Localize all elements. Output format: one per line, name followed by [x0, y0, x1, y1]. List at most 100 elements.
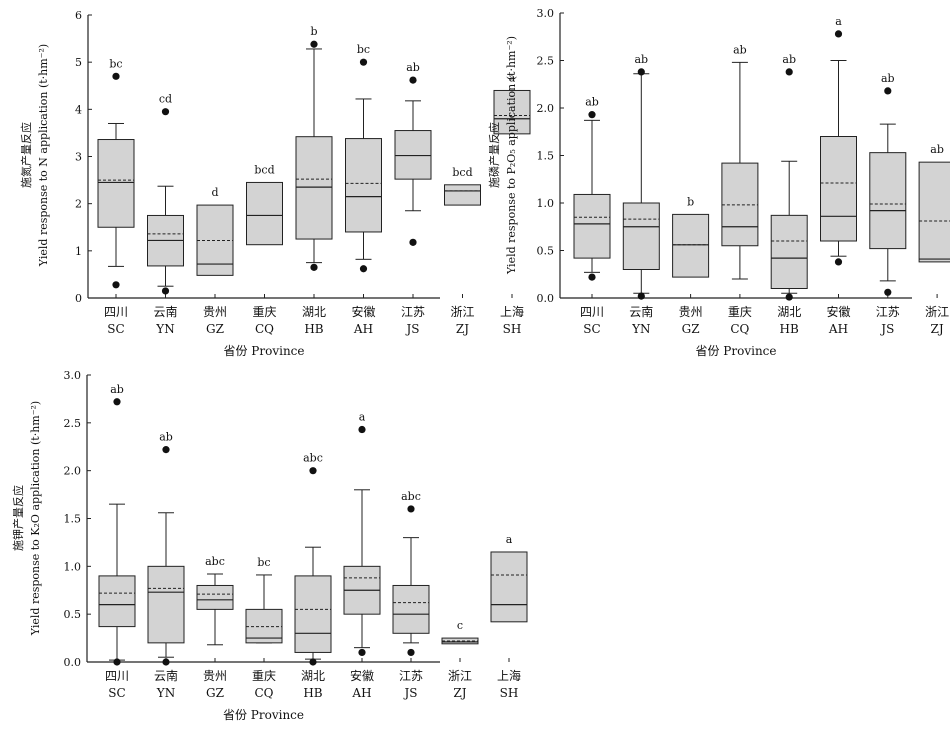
box [770, 214, 808, 290]
x-tick-label-zh: 重庆 [252, 305, 276, 319]
chart-panel: 0.0 0.5 1.0 1.5 2.0 2.5 3.0 施磷产量反应 Yield respons… [487, 7, 950, 358]
outlier-point [358, 648, 366, 657]
box [294, 575, 332, 653]
x-tick-label-en: YN [155, 322, 174, 336]
x-tick-label-en: ZJ [456, 322, 469, 336]
y-axis-label-en: Yield response to N application (t·hm⁻²) [37, 44, 50, 267]
x-tick-label-zh: 重庆 [728, 305, 752, 319]
x-tick-label-en: AH [351, 686, 371, 700]
x-tick-label-zh: 云南 [154, 668, 178, 683]
significance-letter: d [211, 186, 218, 199]
outlier-point [785, 68, 793, 76]
x-tick-label-en: CQ [730, 322, 749, 336]
outlier-point [409, 238, 417, 246]
y-axis-label-zh: 施磷产量反应 [487, 122, 501, 188]
x-tick-label-en: SC [108, 686, 125, 700]
y-axis-label-zh: 施钾产量反应 [11, 485, 25, 551]
box [98, 575, 136, 628]
x-tick-label-en: SC [107, 322, 124, 336]
significance-letter: ab [159, 431, 173, 444]
y-tick-label: 1.0 [64, 560, 82, 573]
y-tick-label: 2.0 [64, 465, 82, 478]
significance-letter: ab [782, 53, 796, 66]
outlier-point [834, 258, 843, 266]
significance-letter: cd [159, 93, 172, 106]
box [394, 130, 432, 180]
x-tick-label-en: CQ [255, 322, 274, 336]
outlier-point [112, 72, 120, 80]
x-tick-label-en: GZ [206, 322, 224, 336]
box [345, 138, 382, 233]
x-tick-label-zh: 上海 [500, 304, 524, 319]
y-tick-label: 1 [75, 245, 82, 258]
y-tick-label: 1.5 [64, 513, 82, 526]
x-axis-label: 省份 Province [695, 344, 776, 358]
y-tick-label: 4 [75, 103, 82, 116]
x-tick-label-en: JS [404, 322, 419, 336]
outlier-point [637, 68, 645, 76]
x-tick-label-zh: 四川 [104, 305, 128, 319]
box [444, 184, 481, 206]
y-axis-label-zh: 施氮产量反应 [19, 122, 33, 188]
significance-letter: bcd [452, 166, 472, 179]
significance-letter: abc [303, 452, 323, 465]
significance-letter: ab [406, 61, 420, 74]
outlier-point [162, 446, 170, 454]
x-tick-label-en: HB [303, 686, 322, 700]
x-tick-label-en: SH [503, 322, 522, 336]
y-tick-label: 0.0 [64, 656, 82, 669]
x-tick-label-zh: 江苏 [401, 305, 425, 319]
x-tick-label-en: GZ [682, 322, 700, 336]
box [869, 152, 907, 250]
outlier-point [884, 87, 892, 95]
x-tick-label-zh: 四川 [580, 305, 604, 319]
x-tick-label-en: ZJ [931, 322, 944, 336]
outlier-point [407, 505, 415, 513]
x-tick-label-en: HB [780, 322, 799, 336]
significance-letter: a [359, 411, 366, 424]
y-tick-label: 3 [75, 151, 82, 164]
y-tick-label: 1.0 [537, 197, 555, 210]
y-tick-label: 5 [75, 56, 82, 69]
x-tick-label-zh: 浙江 [448, 669, 472, 683]
x-axis-label: 省份 Province [223, 344, 304, 358]
y-tick-label: 2.5 [64, 417, 82, 430]
outlier-point [310, 263, 318, 271]
x-tick-label-en: CQ [254, 686, 273, 700]
outlier-point [637, 292, 645, 300]
outlier-point [834, 30, 843, 38]
x-tick-label-en: SC [583, 322, 600, 336]
outlier-point [588, 111, 596, 119]
y-tick-label: 2 [75, 198, 82, 211]
box [622, 202, 660, 270]
box [490, 551, 528, 623]
x-tick-label-zh: 四川 [105, 669, 129, 683]
significance-letter: a [506, 533, 513, 546]
x-tick-label-zh: 云南 [153, 304, 177, 319]
x-tick-label-en: HB [304, 322, 323, 336]
outlier-point [359, 265, 368, 273]
x-tick-label-en: GZ [206, 686, 224, 700]
x-axis-label: 省份 Province [223, 708, 304, 722]
significance-letter: ab [733, 43, 747, 56]
significance-letter: bc [257, 556, 270, 569]
x-tick-label-zh: 江苏 [876, 305, 900, 319]
significance-letter: abc [205, 555, 225, 568]
box [147, 565, 185, 644]
outlier-point [310, 40, 318, 48]
chart-panel: 0 1 2 3 4 5 6 施氮产量反应 Yield response to N applica… [19, 9, 531, 358]
y-tick-label: 0 [75, 292, 82, 305]
box [196, 584, 234, 610]
significance-letter: abc [401, 490, 421, 503]
significance-letter: ab [930, 143, 944, 156]
y-tick-label: 0.5 [64, 608, 82, 621]
outlier-point [162, 658, 170, 666]
x-tick-label-en: JS [879, 322, 894, 336]
significance-letter: ab [634, 53, 648, 66]
box [918, 161, 950, 263]
outlier-point [358, 425, 366, 434]
box [820, 136, 857, 242]
significance-letter: a [509, 71, 516, 84]
x-tick-label-en: YN [631, 322, 650, 336]
x-tick-label-zh: 浙江 [925, 305, 949, 319]
